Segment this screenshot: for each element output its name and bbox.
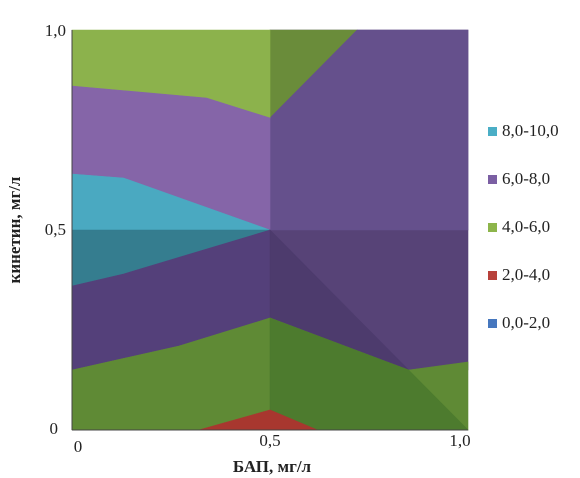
y-tick-labels: 0 0,5 1,0 <box>45 21 66 438</box>
contour-regions <box>71 29 469 431</box>
y-tick-label: 1,0 <box>45 21 66 40</box>
x-tick-label: 1,0 <box>449 431 470 450</box>
legend-swatch <box>488 223 497 232</box>
axes <box>71 30 468 431</box>
y-axis-title: кинетин, мг/л <box>5 176 24 283</box>
legend-label: 4,0-6,0 <box>502 217 550 236</box>
legend: 8,0-10,0 6,0-8,0 4,0-6,0 2,0-4,0 0,0-2,0 <box>488 121 559 332</box>
x-tick-labels: 0 0,5 1,0 <box>74 431 471 456</box>
legend-label: 6,0-8,0 <box>502 169 550 188</box>
x-axis-title: БАП, мг/л <box>233 457 312 476</box>
y-tick-label: 0,5 <box>45 220 66 239</box>
legend-swatch <box>488 319 497 328</box>
legend-label: 2,0-4,0 <box>502 265 550 284</box>
legend-label: 8,0-10,0 <box>502 121 559 140</box>
x-tick-label: 0 <box>74 437 83 456</box>
legend-swatch <box>488 175 497 184</box>
legend-label: 0,0-2,0 <box>502 313 550 332</box>
y-tick-label: 0 <box>50 419 59 438</box>
x-tick-label: 0,5 <box>259 431 280 450</box>
legend-swatch <box>488 271 497 280</box>
legend-swatch <box>488 127 497 136</box>
